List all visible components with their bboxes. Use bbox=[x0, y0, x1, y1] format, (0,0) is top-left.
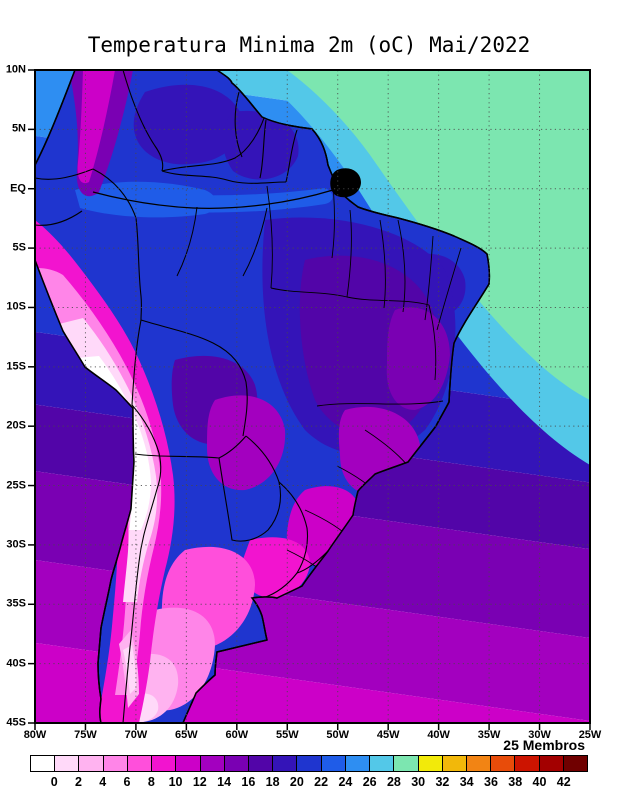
colorbar-cell bbox=[176, 756, 201, 771]
lat-tick-label: 5S bbox=[12, 241, 26, 254]
colorbar-cell bbox=[273, 756, 298, 771]
temp-fill-region bbox=[75, 181, 217, 218]
lon-tick-label: 50W bbox=[326, 729, 350, 741]
colorbar-tick-label: 0 bbox=[50, 775, 58, 789]
amazon-river bbox=[92, 189, 334, 209]
lat-tick-label: 35S bbox=[6, 597, 26, 610]
colorbar-cell bbox=[418, 756, 443, 771]
andes-south-pale bbox=[123, 645, 136, 694]
lon-tick-label: 45W bbox=[376, 729, 400, 741]
colorbar-cell bbox=[127, 756, 153, 771]
map-plot-area: 10N 5N EQ 5S 10S 15S 20S 25S 30S 35S 40S 45S 80W 75W… bbox=[6, 64, 602, 741]
coastline bbox=[35, 70, 491, 723]
colorbar-tick-label: 30 bbox=[411, 775, 426, 789]
colorbar-cell bbox=[370, 756, 395, 771]
andes-band bbox=[51, 318, 158, 602]
lat-tick-label: 5N bbox=[11, 122, 26, 135]
colorbar-tick-label: 12 bbox=[192, 775, 207, 789]
continent bbox=[35, 70, 491, 723]
colorbar-cell bbox=[297, 756, 322, 771]
colorbar-cell bbox=[103, 756, 128, 771]
lat-tick-label: 45S bbox=[6, 716, 26, 729]
colorbar-tick-label: 18 bbox=[265, 775, 280, 789]
lon-tick-label: 25W bbox=[578, 729, 602, 741]
colorbar-tick-label: 40 bbox=[532, 775, 547, 789]
colorbar-tick-label: 22 bbox=[314, 775, 329, 789]
colorbar-tick-label: 4 bbox=[99, 775, 107, 789]
colombia-andes bbox=[77, 70, 115, 184]
map-canvas bbox=[28, 69, 591, 730]
colorbar-tick-label: 8 bbox=[147, 775, 155, 789]
country-borders bbox=[35, 70, 329, 723]
lat-tick-label: 15S bbox=[6, 360, 26, 373]
temp-fill-region bbox=[222, 110, 299, 180]
lon-tick-label: 65W bbox=[175, 729, 198, 741]
lon-tick-label: 30W bbox=[528, 729, 551, 741]
lon-tick-label: 40W bbox=[427, 729, 450, 741]
lon-tick-label: 60W bbox=[225, 729, 249, 741]
colorbar-cell bbox=[321, 756, 346, 771]
colorbar-cell bbox=[442, 756, 467, 771]
colorbar-tick-label: 24 bbox=[338, 775, 353, 789]
colorbar bbox=[30, 755, 588, 772]
lon-tick-label: 80W bbox=[23, 729, 47, 741]
colorbar-tick-label: 14 bbox=[217, 775, 232, 789]
x-axis-labels: 80W 75W 70W 65W 60W 55W 50W 45W 40W 35W 30W 25W bbox=[24, 723, 602, 743]
colorbar-tick-label: 2 bbox=[75, 775, 82, 789]
river bbox=[242, 207, 268, 277]
colorbar-tick-label: 28 bbox=[386, 775, 401, 789]
colorbar-tick-label: 32 bbox=[435, 775, 450, 789]
ensemble-members-label: 25 Membros bbox=[503, 737, 585, 753]
chart-title: Temperatura Minima 2m (oC) Mai/2022 bbox=[87, 33, 531, 57]
colorbar-cell bbox=[224, 756, 249, 771]
temp-fill-region bbox=[207, 395, 286, 491]
colorbar-tick-label: 10 bbox=[168, 775, 183, 789]
colorbar-cell bbox=[200, 756, 225, 771]
colorbar-tick-label: 34 bbox=[459, 775, 474, 789]
lat-tick-label: EQ bbox=[10, 182, 26, 195]
colorbar-cell bbox=[345, 756, 371, 771]
colorbar-cell bbox=[79, 756, 104, 771]
colorbar-cell bbox=[55, 756, 80, 771]
colorbar-tick-label: 26 bbox=[362, 775, 377, 789]
lat-tick-label: 10S bbox=[6, 300, 26, 313]
y-axis-labels: 10N 5N EQ 5S 10S 15S 20S 25S 30S 35S 40S 45S bbox=[0, 64, 31, 728]
river bbox=[176, 206, 198, 277]
colorbar-cell bbox=[515, 756, 540, 771]
lon-tick-label: 70W bbox=[124, 729, 148, 741]
lon-tick-label: 75W bbox=[74, 729, 97, 741]
colorbar-tick-label: 16 bbox=[241, 775, 256, 789]
lon-tick-label: 55W bbox=[275, 729, 299, 741]
plot-frame bbox=[34, 69, 591, 724]
colorbar-tick-label: 36 bbox=[484, 775, 498, 789]
colorbar-cell bbox=[248, 756, 274, 771]
gridlines bbox=[35, 70, 590, 723]
colorbar-tick-label: 38 bbox=[508, 775, 523, 789]
colorbar-cell bbox=[31, 756, 56, 771]
colorbar-cell bbox=[563, 756, 588, 771]
temp-fill-region bbox=[133, 84, 242, 165]
colorbar-tick-label: 20 bbox=[289, 775, 304, 789]
lat-tick-label: 20S bbox=[6, 419, 26, 432]
lat-tick-label: 10N bbox=[5, 63, 26, 76]
lat-tick-label: 25S bbox=[6, 479, 26, 492]
colorbar-cell bbox=[539, 756, 564, 771]
colorbar-tick-label: 42 bbox=[556, 775, 571, 789]
lat-tick-label: 40S bbox=[6, 657, 26, 670]
colorbar-cell bbox=[491, 756, 516, 771]
colorbar-cell bbox=[466, 756, 492, 771]
colorbar-cell bbox=[394, 756, 419, 771]
colorbar-labels: 0 2 4 6 8 10 12 14 16 18 20 22 24 26 28 30 32 34 36 38 40 42 bbox=[30, 776, 588, 792]
lat-tick-label: 30S bbox=[6, 538, 26, 551]
lon-tick-label: 35W bbox=[477, 729, 501, 741]
colorbar-cell bbox=[152, 756, 177, 771]
colorbar-tick-label: 6 bbox=[123, 775, 131, 789]
axis-ticks bbox=[28, 69, 591, 730]
